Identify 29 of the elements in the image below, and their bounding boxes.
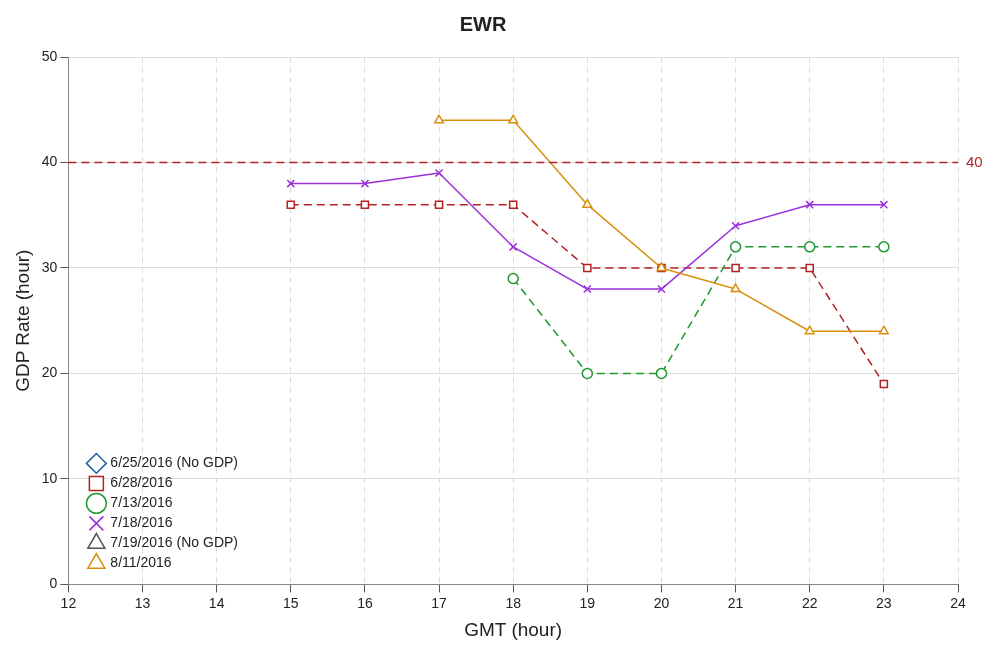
- x-tick-label: 24: [950, 594, 966, 611]
- legend-label: 7/18/2016: [110, 514, 173, 531]
- y-tick-label: 10: [41, 469, 58, 486]
- y-tick-label: 20: [41, 364, 58, 381]
- legend-label: 7/13/2016: [110, 494, 173, 511]
- x-tick-label: 22: [801, 594, 818, 611]
- x-tick-label: 13: [134, 594, 151, 611]
- x-tick-label: 18: [505, 594, 522, 611]
- legend-label: 8/11/2016: [110, 554, 172, 571]
- y-tick-label: 50: [41, 47, 58, 64]
- x-tick-label: 14: [208, 594, 225, 611]
- x-tick-label: 12: [60, 594, 77, 611]
- y-tick-label: 40: [41, 153, 58, 170]
- y-tick-label: 30: [41, 258, 58, 275]
- x-tick-label: 21: [727, 594, 744, 611]
- x-tick-label: 17: [431, 594, 448, 611]
- y-tick-label: 0: [49, 575, 58, 592]
- legend-label: 7/19/2016 (No GDP): [110, 534, 238, 551]
- x-axis-title: GMT (hour): [464, 618, 563, 640]
- y-axis-title: GDP Rate (hour): [11, 249, 33, 392]
- ref-line-label: 40: [966, 152, 983, 170]
- x-tick-label: 23: [876, 594, 892, 611]
- legend-label: 6/25/2016 (No GDP): [110, 454, 238, 471]
- x-tick-label: 19: [579, 594, 596, 611]
- x-tick-label: 20: [653, 594, 670, 611]
- x-tick-label: 16: [357, 594, 373, 611]
- legend-label: 6/28/2016: [110, 474, 173, 491]
- chart-title: EWR: [459, 12, 507, 35]
- x-tick-label: 15: [282, 594, 299, 611]
